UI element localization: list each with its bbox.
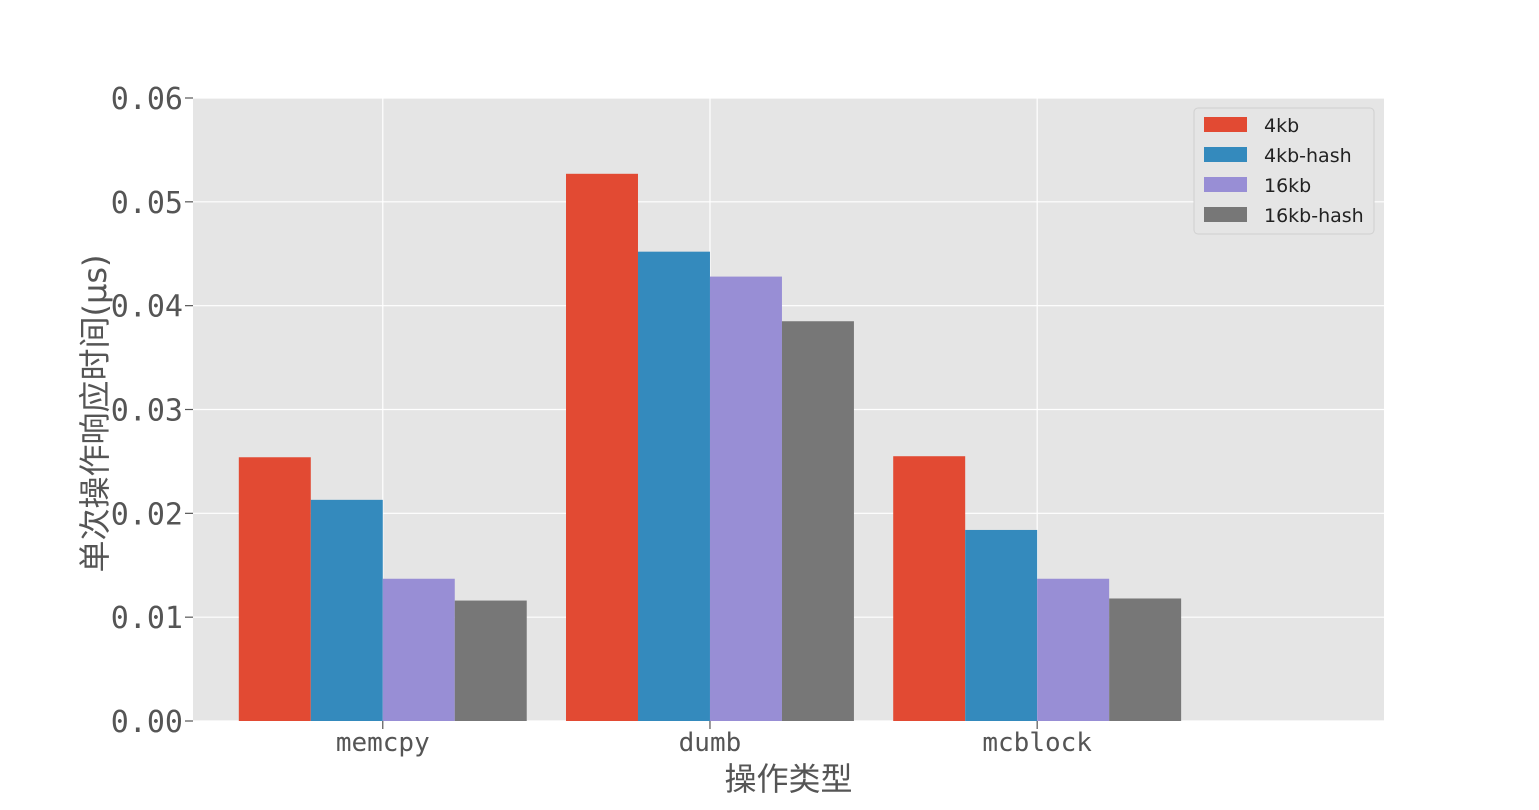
legend-label: 4kb-hash	[1264, 145, 1352, 167]
bar	[1037, 578, 1110, 721]
x-axis-ticks: memcpy dumb mcblock	[336, 721, 1092, 758]
bar	[965, 529, 1038, 721]
x-tick-label: mcblock	[982, 728, 1092, 758]
bar	[637, 251, 710, 721]
legend-label: 16kb-hash	[1264, 205, 1364, 227]
y-tick-label: 0.03	[111, 394, 183, 429]
x-tick-label: memcpy	[336, 728, 430, 758]
y-tick-label: 0.00	[111, 705, 183, 740]
y-tick-label: 0.06	[111, 82, 183, 117]
bar	[310, 499, 383, 721]
x-axis-label: 操作类型	[724, 760, 852, 798]
legend-swatch	[1204, 117, 1247, 132]
legend-swatch	[1204, 207, 1247, 222]
legend-label: 16kb	[1264, 175, 1311, 197]
legend-swatch	[1204, 177, 1247, 192]
legend-swatch	[1204, 147, 1247, 162]
legend-box	[1193, 107, 1375, 235]
bar	[454, 600, 527, 721]
bars	[238, 173, 1182, 721]
bar	[709, 276, 782, 721]
y-tick-label: 0.04	[111, 290, 183, 325]
bar	[893, 456, 966, 721]
y-tick-label: 0.01	[111, 601, 183, 636]
y-axis-label: 单次操作响应时间(μs)	[76, 254, 114, 572]
bar	[781, 321, 854, 721]
y-tick-label: 0.05	[111, 186, 183, 221]
bar	[238, 457, 311, 721]
legend: 4kb 4kb-hash 16kb 16kb-hash	[1193, 107, 1375, 235]
legend-label: 4kb	[1264, 115, 1299, 137]
bar	[566, 173, 638, 721]
bar	[1109, 598, 1182, 721]
y-axis-ticks: 0.00 0.01 0.02 0.03 0.04 0.05 0.06	[111, 82, 193, 740]
bar	[382, 578, 455, 721]
y-tick-label: 0.02	[111, 497, 183, 532]
x-tick-label: dumb	[679, 728, 742, 758]
